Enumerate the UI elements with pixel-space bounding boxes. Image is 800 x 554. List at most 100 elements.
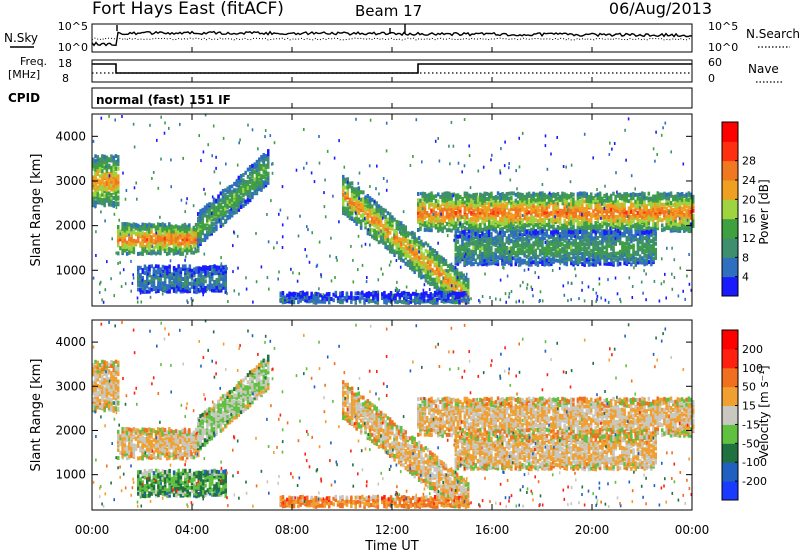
power-cell	[527, 228, 531, 233]
power-cell	[448, 214, 451, 219]
power-cell	[461, 234, 464, 239]
power-cell	[255, 182, 259, 187]
power-cell	[112, 165, 115, 170]
power-cell	[163, 238, 167, 243]
power-cell	[601, 212, 604, 217]
power-cell	[501, 217, 504, 222]
power-cell	[306, 294, 309, 299]
power-cell	[496, 220, 500, 225]
power-cell	[485, 244, 489, 249]
power-cell	[152, 223, 156, 228]
power-cell	[498, 250, 502, 255]
power-cell	[461, 201, 464, 206]
freq-label: Freq.	[20, 55, 47, 68]
power-cell	[678, 213, 682, 218]
power-cell	[413, 232, 416, 237]
power-cell	[687, 209, 691, 214]
power-cell	[652, 214, 655, 218]
power-cell	[539, 225, 542, 230]
power-cell	[172, 251, 176, 256]
power-cell	[168, 241, 171, 246]
power-cell	[384, 208, 387, 213]
power-cell	[391, 247, 394, 252]
power-cell	[246, 198, 250, 202]
power-cell	[498, 256, 502, 260]
power-cell	[598, 261, 602, 266]
power-cell	[669, 217, 673, 221]
power-cell	[543, 262, 546, 267]
power-cell	[556, 258, 560, 263]
power-cell	[492, 217, 495, 221]
power-cell	[656, 198, 659, 203]
power-cell	[350, 181, 354, 186]
power-cell	[514, 214, 518, 219]
power-cell	[683, 224, 686, 229]
power-cell	[458, 275, 461, 280]
power-cell	[638, 254, 642, 259]
power-cell	[596, 254, 600, 259]
power-cell	[359, 197, 363, 202]
power-cell	[632, 257, 635, 262]
power-cell	[450, 207, 453, 212]
power-cell	[375, 220, 378, 225]
power-cell	[130, 247, 133, 252]
power-cell	[572, 213, 575, 218]
power-cell	[413, 252, 416, 257]
power-cell	[463, 258, 466, 263]
power-cell	[450, 192, 453, 197]
power-cell	[581, 239, 584, 244]
power-cell	[443, 207, 447, 212]
power-cell	[625, 248, 629, 253]
power-cell	[492, 206, 495, 211]
power-cell	[417, 214, 420, 219]
power-cell	[492, 242, 495, 247]
power-cell	[346, 210, 349, 215]
power-cell	[288, 291, 291, 296]
power-cell	[598, 254, 602, 259]
power-cell	[152, 250, 156, 255]
power-cell	[425, 220, 429, 225]
power-cell	[264, 172, 268, 177]
power-cell	[417, 236, 421, 240]
power-cell	[264, 165, 268, 170]
power-cell	[667, 225, 671, 229]
power-cell	[217, 288, 221, 293]
power-cell	[561, 208, 564, 213]
power-cell	[288, 295, 291, 300]
power-cell	[472, 257, 475, 262]
power-cell	[253, 162, 256, 167]
power-cell	[421, 217, 424, 221]
power-cell	[434, 194, 438, 199]
power-cell	[382, 214, 385, 219]
power-cell	[428, 213, 431, 218]
power-cell	[348, 184, 352, 189]
power-cell	[592, 249, 595, 254]
power-cell	[539, 208, 542, 213]
power-cell	[561, 246, 564, 251]
power-cell	[459, 200, 462, 205]
power-cell	[192, 225, 196, 230]
power-cell	[391, 236, 394, 241]
power-cell	[592, 229, 595, 234]
power-cell	[112, 155, 115, 160]
power-cell	[465, 250, 469, 255]
power-cell	[607, 261, 611, 266]
power-cell	[119, 237, 122, 242]
power-cell	[638, 200, 642, 205]
power-cell	[483, 235, 486, 240]
power-cell	[614, 253, 617, 258]
power-cell	[107, 157, 111, 162]
power-cell	[429, 266, 432, 271]
power-cell	[395, 246, 399, 251]
power-cell	[423, 192, 427, 197]
power-cell	[687, 229, 691, 233]
power-cell	[454, 204, 458, 209]
power-cell	[565, 251, 569, 256]
power-cell	[417, 260, 421, 265]
nave-label: Nave	[748, 62, 779, 76]
power-cell	[103, 172, 106, 177]
power-cell	[476, 223, 480, 228]
power-cell	[430, 228, 433, 233]
power-cell	[543, 236, 546, 241]
nsky-tick-bottom: 10^0	[58, 41, 88, 54]
